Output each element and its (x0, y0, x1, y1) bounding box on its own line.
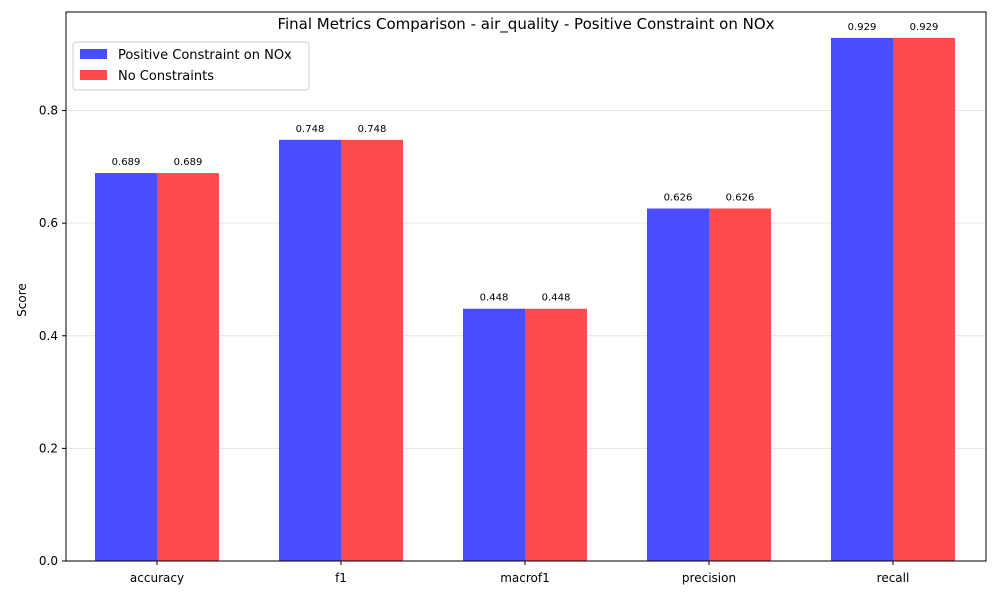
data-label: 0.448 (480, 293, 509, 304)
y-axis: 0.0 0.2 0.4 0.6 0.8 (39, 104, 66, 568)
bar-positive-constraint-precision (647, 208, 709, 561)
legend-box (72, 41, 310, 91)
x-tick-label: precision (682, 571, 736, 585)
y-tick-label: 0.8 (39, 104, 58, 118)
plot-frame (65, 11, 987, 562)
bar-no-constraints-macrof1 (525, 308, 587, 561)
bar-positive-constraint-recall (831, 37, 893, 561)
y-tick-label: 0.4 (39, 329, 58, 343)
bar-no-constraints-f1 (341, 139, 403, 561)
legend-label: Positive Constraint on NOx (118, 48, 292, 63)
y-axis-label: Score (15, 283, 29, 317)
bar-no-constraints-accuracy (157, 173, 219, 562)
y-tick-label: 0.2 (39, 441, 58, 455)
legend-swatch (80, 49, 107, 59)
x-axis: accuracy f1 macrof1 precision recall (130, 561, 909, 585)
x-tick-label: accuracy (130, 571, 184, 585)
data-label: 0.929 (910, 22, 939, 33)
y-tick-label: 0.6 (39, 216, 58, 230)
x-tick-label: macrof1 (500, 571, 550, 585)
y-tick-label: 0.0 (39, 554, 58, 568)
data-label: 0.748 (296, 124, 325, 135)
data-label: 0.448 (542, 293, 571, 304)
legend-label: No Constraints (118, 69, 214, 84)
data-labels: 0.689 0.689 0.748 0.748 0.448 0.448 0.626 0.626… (112, 22, 939, 304)
data-label: 0.626 (664, 193, 693, 204)
bars (95, 37, 955, 562)
bar-positive-constraint-f1 (279, 139, 341, 561)
bar-positive-constraint-accuracy (95, 173, 157, 562)
bar-no-constraints-recall (893, 37, 955, 561)
chart-title: Final Metrics Comparison - air_quality -… (277, 15, 774, 34)
data-label: 0.689 (112, 157, 141, 168)
data-label: 0.748 (358, 124, 387, 135)
x-tick-label: f1 (335, 571, 347, 585)
data-label: 0.929 (848, 22, 877, 33)
legend: Positive Constraint on NOx No Constraints (72, 41, 310, 91)
data-label: 0.626 (726, 193, 755, 204)
x-tick-label: recall (877, 571, 910, 585)
bar-positive-constraint-macrof1 (463, 308, 525, 561)
data-label: 0.689 (174, 157, 203, 168)
legend-swatch (80, 70, 107, 80)
bar-no-constraints-precision (709, 208, 771, 561)
